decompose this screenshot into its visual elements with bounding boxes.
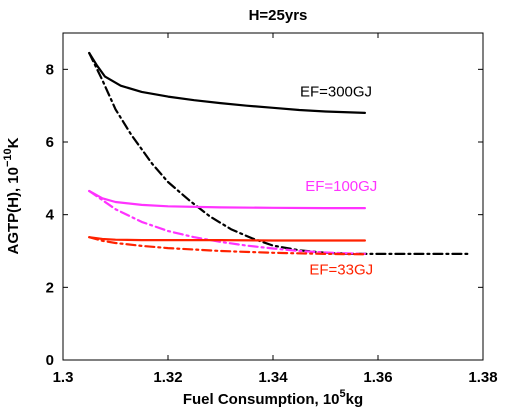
y-tick-label: 2	[46, 279, 54, 296]
x-axis-label: Fuel Consumption, 105kg	[183, 388, 363, 408]
chart-title: H=25yrs	[249, 7, 308, 24]
y-axis-label-unit: K	[5, 137, 22, 148]
x-tick-label: 1.34	[258, 369, 288, 386]
ticks-layer: 1.3 1.32 1.34 1.36 1.38 0 2 4 6 8	[46, 33, 498, 386]
x-tick-label: 1.3	[53, 369, 74, 386]
x-tick-label: 1.38	[468, 369, 497, 386]
annotation-layer: EF=300GJ EF=100GJ EF=33GJ	[300, 84, 377, 279]
series-line-4	[88, 189, 366, 255]
plot-layer	[88, 51, 469, 256]
y-tick-label: 8	[46, 61, 54, 78]
y-tick-label: 0	[46, 352, 54, 369]
annotation-label: EF=33GJ	[309, 262, 373, 279]
y-axis-label-exponent: −10	[2, 148, 14, 167]
y-tick-label: 6	[46, 134, 54, 151]
x-tick-label: 1.32	[153, 369, 182, 386]
series-line-5	[88, 236, 366, 242]
annotation-label: EF=300GJ	[300, 84, 372, 101]
y-tick-label: 4	[46, 207, 55, 224]
series-line-1	[88, 51, 366, 114]
series-line-3	[88, 189, 366, 210]
series-line-2	[88, 51, 469, 255]
x-axis-label-text: Fuel Consumption, 10	[183, 391, 340, 408]
series-line-6	[88, 236, 366, 256]
plot-frame	[62, 32, 484, 361]
x-axis-label-exponent: 5	[340, 388, 346, 400]
annotation-label: EF=100GJ	[305, 178, 377, 195]
x-axis-label-unit: kg	[346, 391, 364, 408]
x-tick-label: 1.36	[363, 369, 392, 386]
y-axis-label: AGTP(H), 10−10K	[2, 137, 22, 254]
y-axis-label-text: AGTP(H), 10	[5, 167, 22, 255]
